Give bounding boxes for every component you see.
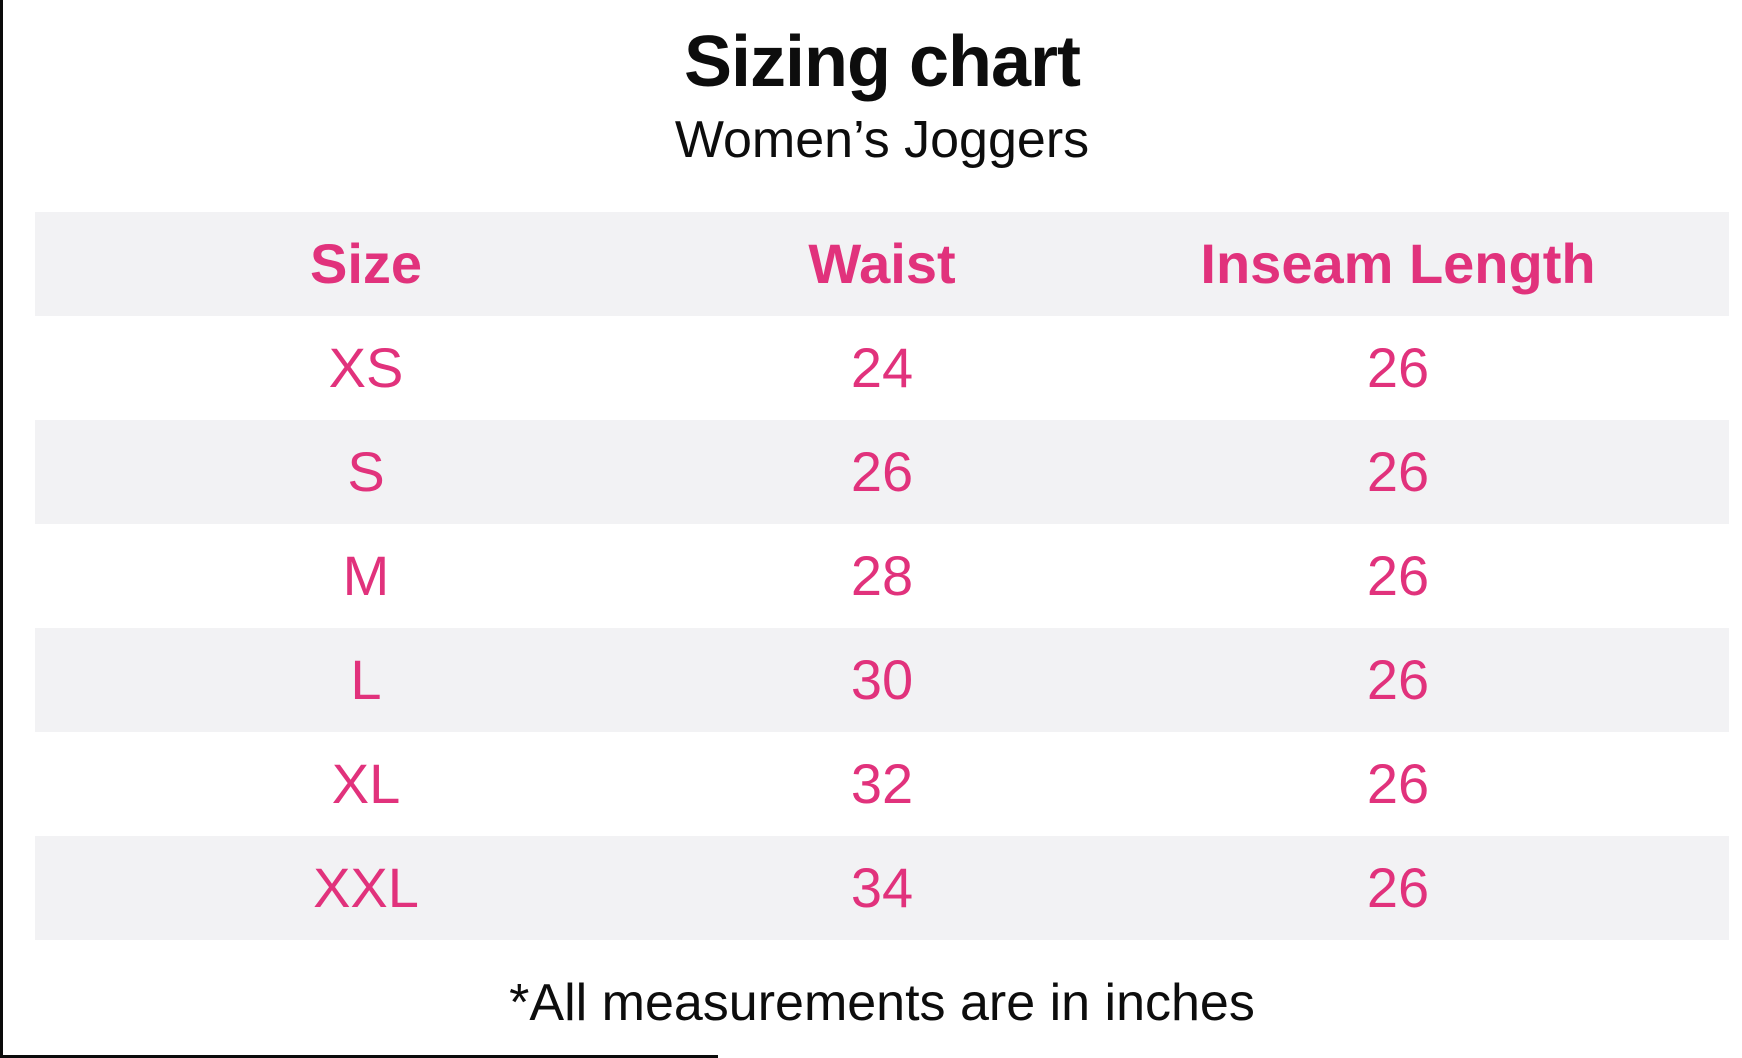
table-header-row: Size Waist Inseam Length bbox=[35, 212, 1729, 316]
cell-inseam: 26 bbox=[1366, 648, 1430, 711]
cell-inseam: 26 bbox=[1366, 752, 1430, 815]
sizing-chart-canvas: Sizing chart Women’s Joggers Size Waist … bbox=[35, 0, 1729, 1058]
cell-size: M bbox=[342, 544, 390, 607]
bottom-edge-line bbox=[0, 1055, 718, 1058]
cell-waist: 24 bbox=[850, 336, 914, 399]
table-row-xs: XS 24 26 bbox=[35, 316, 1729, 420]
measurements-footnote: *All measurements are in inches bbox=[509, 974, 1255, 1032]
cell-inseam: 26 bbox=[1366, 856, 1430, 919]
cell-waist: 28 bbox=[850, 544, 914, 607]
cell-inseam: 26 bbox=[1366, 336, 1430, 399]
table-row-l: L 30 26 bbox=[35, 628, 1729, 732]
cell-inseam: 26 bbox=[1366, 544, 1430, 607]
sizing-table: Size Waist Inseam Length XS 24 26 S 26 2… bbox=[35, 212, 1729, 940]
cell-inseam: 26 bbox=[1366, 440, 1430, 503]
cell-waist: 34 bbox=[850, 856, 914, 919]
cell-size: S bbox=[347, 440, 385, 503]
column-header-size: Size bbox=[309, 232, 423, 295]
table-row-s: S 26 26 bbox=[35, 420, 1729, 524]
cell-waist: 30 bbox=[850, 648, 914, 711]
cell-size: XL bbox=[331, 752, 401, 815]
column-header-inseam: Inseam Length bbox=[1200, 232, 1596, 295]
table-row-xxl: XXL 34 26 bbox=[35, 836, 1729, 940]
cell-waist: 26 bbox=[850, 440, 914, 503]
cell-size: XS bbox=[328, 336, 404, 399]
cell-size: L bbox=[350, 648, 382, 711]
chart-title: Sizing chart bbox=[683, 22, 1081, 102]
table-row-xl: XL 32 26 bbox=[35, 732, 1729, 836]
chart-subtitle: Women’s Joggers bbox=[674, 111, 1090, 169]
cell-size: XXL bbox=[313, 856, 419, 919]
table-row-m: M 28 26 bbox=[35, 524, 1729, 628]
cell-waist: 32 bbox=[850, 752, 914, 815]
window-left-edge bbox=[0, 0, 3, 1058]
column-header-waist: Waist bbox=[808, 232, 956, 295]
